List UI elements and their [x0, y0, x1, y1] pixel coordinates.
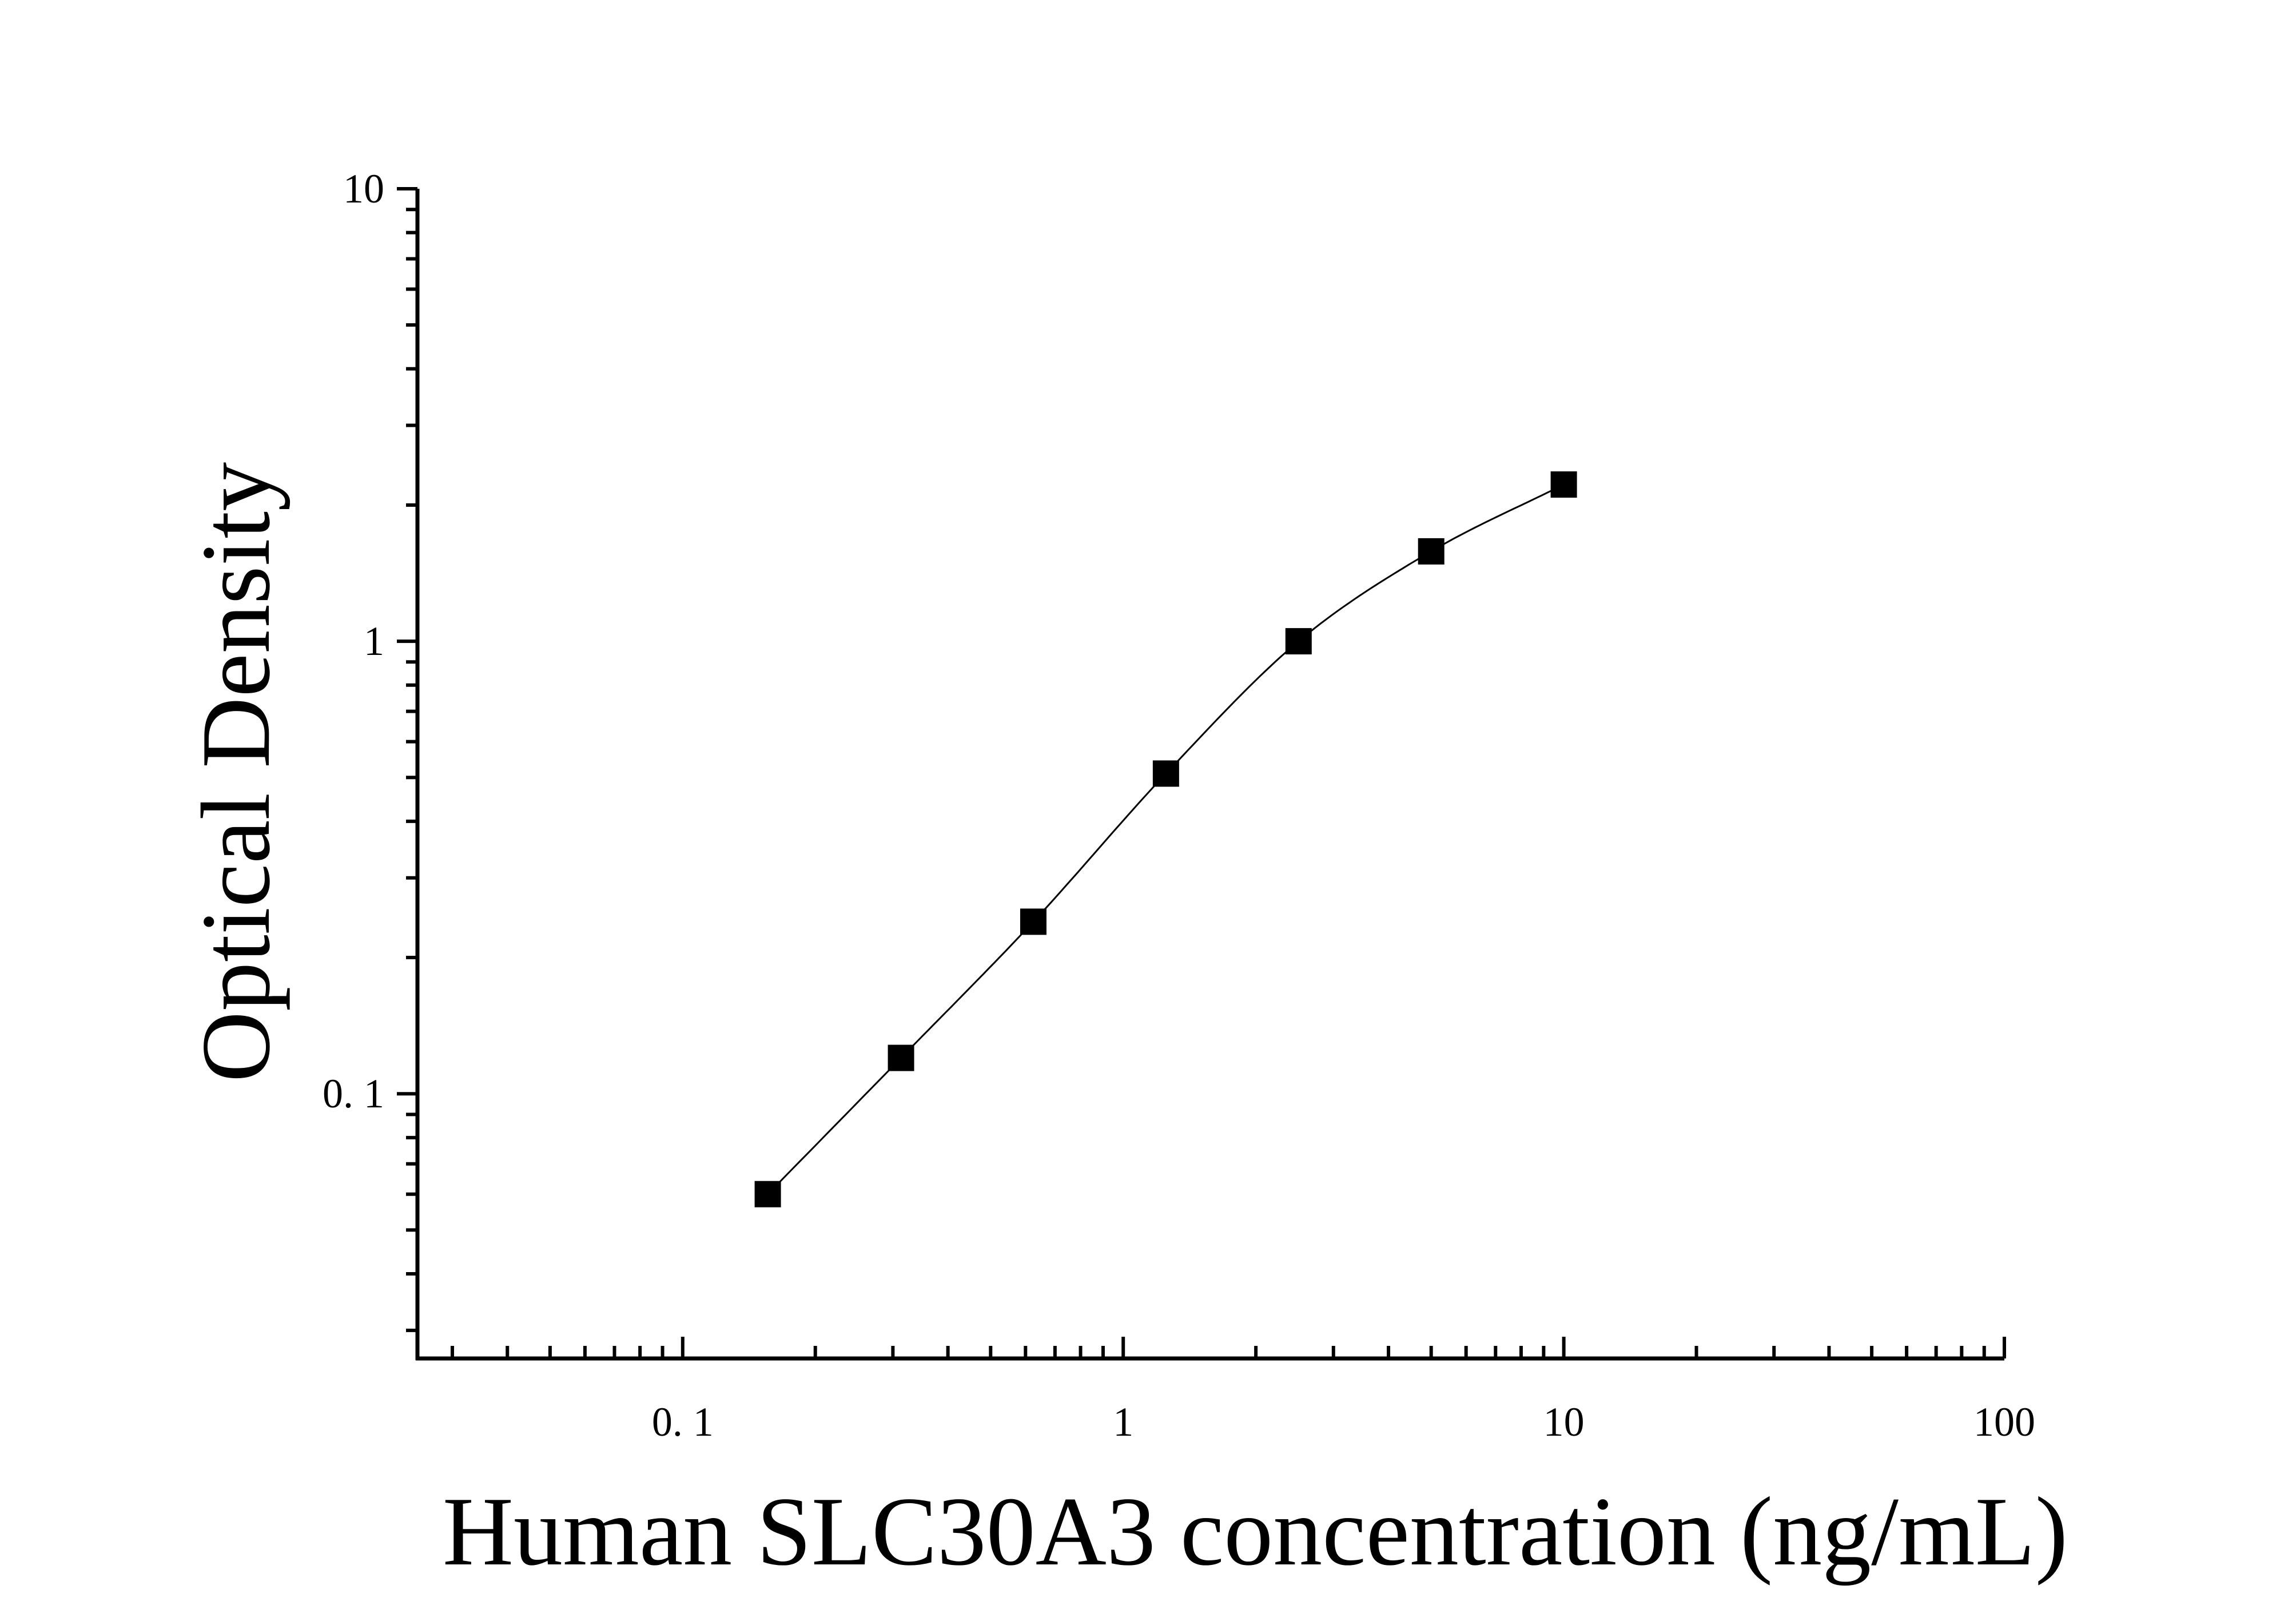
data-point: [754, 1181, 781, 1207]
data-point: [1418, 538, 1445, 565]
y-tick-label: 0. 1: [323, 1071, 384, 1117]
data-point: [888, 1044, 914, 1071]
x-tick-label: 1: [1113, 1399, 1133, 1445]
x-tick-label: 100: [1973, 1399, 2035, 1445]
y-tick-label: 10: [343, 166, 384, 212]
x-tick-label: 0. 1: [652, 1399, 714, 1445]
data-point: [1152, 760, 1179, 787]
data-point: [1020, 908, 1046, 935]
y-tick-label: 1: [364, 618, 384, 664]
y-axis-tick-labels: 0. 1 1 10: [323, 166, 384, 1117]
data-points: [754, 471, 1577, 1207]
x-axis-tick-labels: 0. 1 1 10 100: [652, 1399, 2035, 1445]
y-axis-title: Optical Density: [182, 462, 291, 1082]
axes: [415, 189, 2004, 1361]
x-axis-title: Human SLC30A3 concentration (ng/mL): [443, 1477, 2068, 1586]
y-axis-ticks: [397, 187, 417, 1332]
fit-curve: [767, 483, 1565, 1195]
x-tick-label: 10: [1543, 1399, 1585, 1445]
data-point: [1285, 628, 1312, 655]
data-point: [1550, 471, 1577, 498]
x-axis-ticks: [451, 1337, 2006, 1358]
